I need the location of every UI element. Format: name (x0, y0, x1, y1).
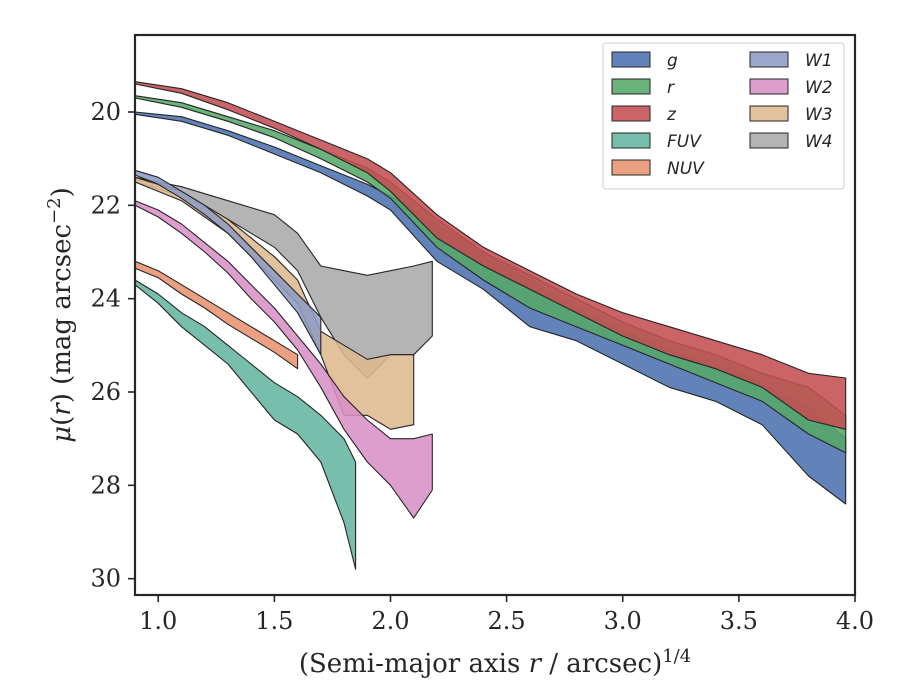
legend-swatch-w2 (749, 78, 789, 95)
y-tick-label: 24 (90, 285, 121, 313)
legend-swatch-w1 (749, 51, 789, 68)
y-tick-label: 20 (90, 98, 121, 126)
legend-swatch-g (611, 51, 651, 68)
band-z (134, 81, 847, 430)
band-w4 (134, 176, 433, 379)
y-axis-title: μ(r) (mag arcsec−2) (44, 187, 77, 443)
plot-area (134, 81, 847, 570)
band-w2 (134, 200, 433, 519)
legend-label-nuv: NUV (667, 159, 705, 179)
x-tick-label: 2.0 (371, 607, 409, 635)
band-w1 (134, 169, 322, 356)
legend: grz FUV NUV W1 W2 W3 W4 (602, 42, 845, 190)
legend-label-fuv: FUV (667, 132, 702, 152)
legend-swatch-fuv (611, 132, 651, 149)
legend-label-z: z (666, 105, 677, 125)
legend-label-w3: W3 (805, 105, 833, 125)
y-tick-label: 22 (90, 191, 121, 219)
band-fuv (134, 279, 357, 570)
band-nuv (134, 260, 299, 370)
legend-swatch-w4 (749, 132, 789, 149)
legend-swatch-nuv (611, 159, 651, 176)
x-tick-label: 2.5 (488, 607, 526, 635)
axes-frame (133, 33, 857, 597)
legend-label-w2: W2 (805, 78, 833, 98)
y-tick-label: 28 (90, 471, 121, 499)
y-tick-label: 26 (90, 378, 121, 406)
legend-label-g: g (667, 51, 678, 71)
x-tick-label: 1.0 (139, 607, 177, 635)
legend-swatch-z (611, 105, 651, 122)
x-tick-label: 3.5 (720, 607, 758, 635)
x-tick-label: 1.5 (255, 607, 293, 635)
axis-ticks: 1.0 1.5 2.0 2.5 3.0 3.5 4.0 20 22 24 26 28 30 (90, 98, 874, 635)
legend-swatch-w3 (749, 105, 789, 122)
x-tick-label: 3.0 (604, 607, 642, 635)
legend-label-w4: W4 (805, 132, 833, 152)
x-tick-label: 4.0 (836, 607, 874, 635)
legend-label-r: r (667, 78, 675, 98)
y-tick-label: 30 (90, 565, 121, 593)
legend-label-w1: W1 (805, 51, 833, 71)
x-axis-title: (Semi-major axis r / arcsec)1/4 (299, 646, 691, 679)
legend-swatch-r (611, 78, 651, 95)
